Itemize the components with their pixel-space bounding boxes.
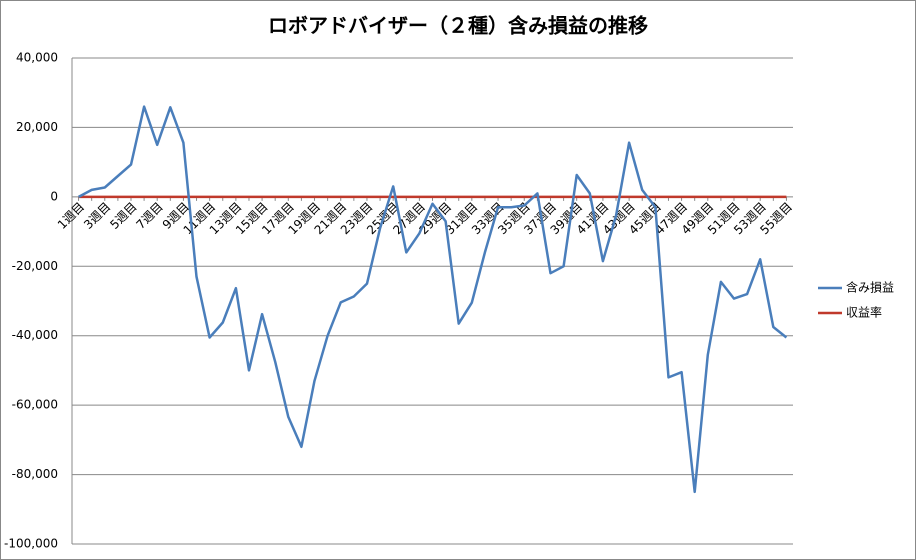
- y-tick-label: -80,000: [12, 467, 58, 481]
- legend-label: 収益率: [846, 305, 882, 320]
- y-tick-label: 0: [50, 189, 58, 203]
- legend-label: 含み損益: [846, 280, 894, 295]
- y-tick-label: 20,000: [16, 120, 58, 134]
- series-line: [78, 105, 788, 494]
- y-tick-label: -60,000: [12, 398, 58, 412]
- y-tick-label: -40,000: [12, 328, 58, 342]
- y-tick-label: -100,000: [4, 537, 58, 551]
- y-tick-label: 40,000: [16, 51, 58, 65]
- y-tick-label: -20,000: [12, 259, 58, 273]
- chart-title: ロボアドバイザー（２種）含み損益の推移: [268, 14, 648, 38]
